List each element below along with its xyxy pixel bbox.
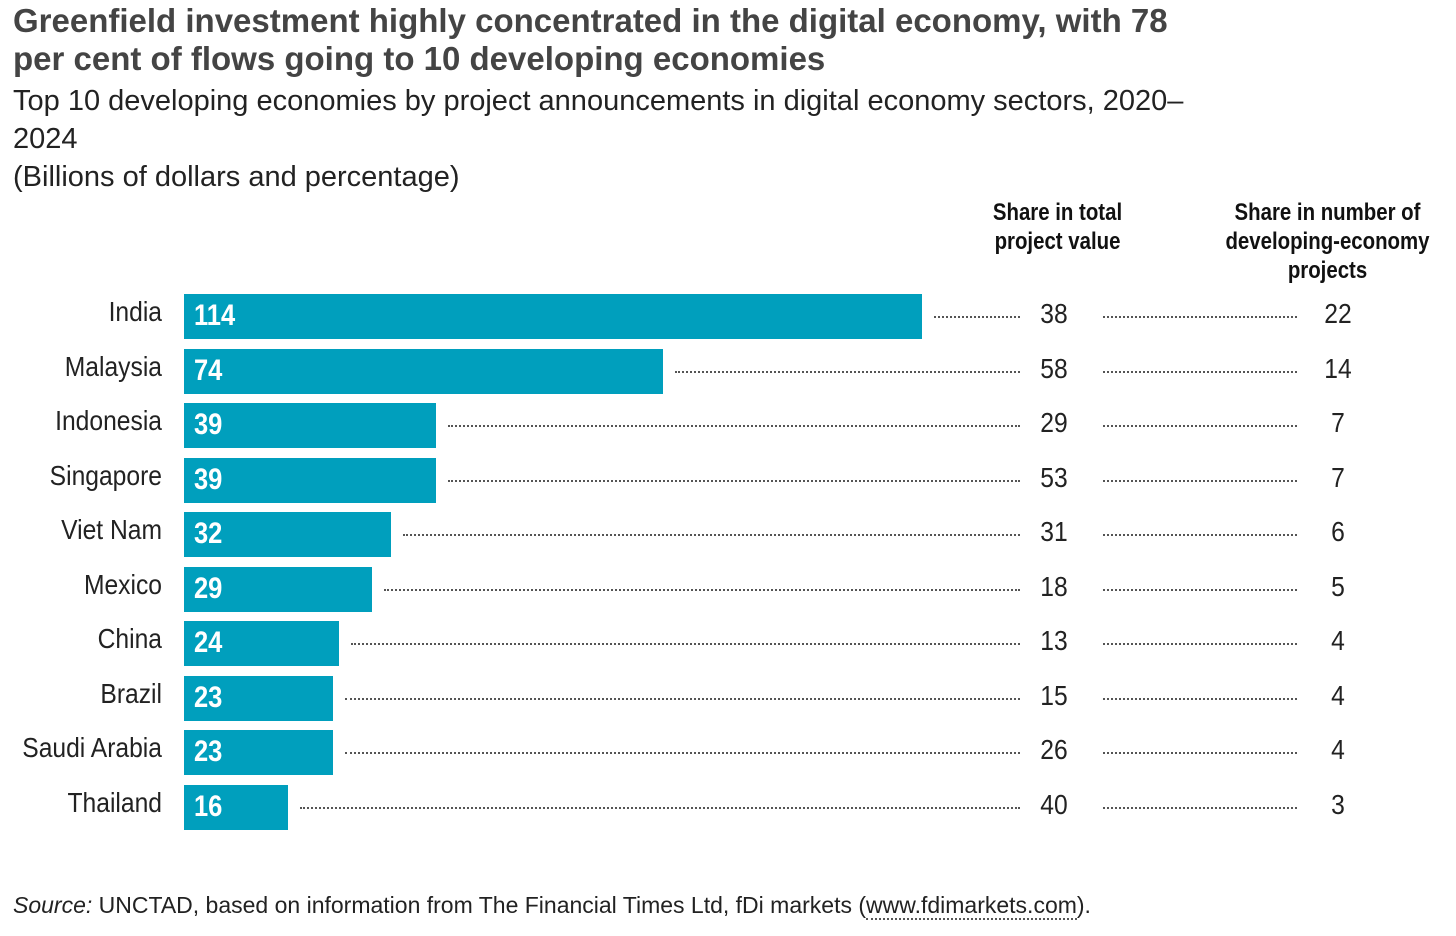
- project-share-label: 22: [1324, 298, 1352, 329]
- leader-dots: [675, 370, 1020, 373]
- bar-value-label: 39: [194, 408, 223, 441]
- column-header-project-share: Share in number of developing-economy pr…: [1225, 199, 1430, 284]
- value-share-label: 53: [1040, 461, 1068, 493]
- bar: [184, 348, 664, 394]
- bar-value-label: 24: [194, 626, 223, 659]
- chart-title: Greenfield investment highly concentrate…: [13, 2, 1168, 77]
- bar-value-label: 32: [194, 517, 223, 550]
- leader-dots: [344, 752, 1020, 754]
- bar-value-label: 29: [194, 571, 223, 605]
- category-label: Thailand: [67, 786, 162, 818]
- value-share-label: 38: [1040, 298, 1068, 329]
- category-label: India: [108, 296, 162, 327]
- source-label: Source:: [13, 892, 93, 918]
- project-share-label: 14: [1324, 352, 1352, 384]
- category-label: Brazil: [100, 677, 162, 709]
- project-share-label: 4: [1331, 734, 1345, 765]
- leader-dots: [1103, 643, 1297, 645]
- leader-dots: [351, 643, 1020, 645]
- bar-value-label: 23: [194, 680, 223, 714]
- leader-dots: [1103, 697, 1297, 700]
- category-label: China: [97, 623, 162, 654]
- leader-dots: [299, 806, 1020, 809]
- value-share-label: 26: [1040, 734, 1068, 765]
- project-share-label: 7: [1331, 407, 1345, 438]
- source-text: UNCTAD, based on information from The Fi…: [92, 892, 867, 918]
- category-label: Viet Nam: [61, 514, 163, 545]
- category-label: Malaysia: [64, 350, 162, 382]
- category-label: Saudi Arabia: [22, 732, 163, 763]
- value-share-label: 58: [1040, 352, 1068, 384]
- project-share-label: 5: [1331, 570, 1345, 602]
- leader-dots: [1103, 316, 1297, 318]
- bar: [184, 566, 372, 612]
- leader-dots: [934, 316, 1020, 318]
- leader-dots: [1103, 806, 1297, 809]
- bar-value-label: 16: [194, 789, 223, 823]
- source-note: Source: UNCTAD, based on information fro…: [13, 892, 1091, 920]
- project-share-label: 3: [1331, 788, 1345, 820]
- leader-dots: [344, 697, 1020, 700]
- column-header-value-share: Share in total project value: [992, 199, 1123, 255]
- bar: [184, 403, 437, 448]
- category-label: Singapore: [49, 459, 162, 491]
- project-share-label: 4: [1331, 679, 1345, 711]
- category-label: Mexico: [83, 568, 162, 600]
- units-text: (Billions of dollars and percentage): [13, 161, 460, 193]
- bar: [184, 621, 340, 666]
- bar: [184, 675, 333, 721]
- leader-dots: [1103, 752, 1297, 754]
- source-link[interactable]: www.fdimarkets.com: [866, 892, 1077, 920]
- subtitle-text: Top 10 developing economies by project a…: [13, 85, 1184, 155]
- leader-dots: [1103, 370, 1297, 373]
- bar-value-label: 114: [194, 299, 236, 332]
- leader-dots: [383, 588, 1020, 591]
- leader-dots: [448, 425, 1020, 427]
- value-share-label: 29: [1040, 407, 1068, 438]
- bar-value-label: 39: [194, 462, 223, 496]
- bar: [184, 457, 437, 503]
- leader-dots: [1103, 425, 1297, 427]
- bar: [184, 730, 333, 775]
- project-share-label: 4: [1331, 625, 1345, 656]
- bar-value-label: 74: [194, 353, 223, 387]
- value-share-label: 18: [1040, 570, 1068, 602]
- value-share-label: 31: [1040, 516, 1068, 547]
- leader-dots: [1103, 534, 1297, 536]
- leader-dots: [448, 479, 1020, 482]
- project-share-label: 7: [1331, 461, 1345, 493]
- bar: [184, 512, 392, 557]
- leader-dots: [1103, 479, 1297, 482]
- bar-value-label: 23: [194, 735, 223, 768]
- bar: [184, 784, 288, 830]
- leader-dots: [403, 534, 1020, 536]
- value-share-label: 40: [1040, 788, 1068, 820]
- leader-dots: [1103, 588, 1297, 591]
- value-share-label: 15: [1040, 679, 1068, 711]
- bar: [184, 294, 922, 339]
- source-end: ).: [1076, 892, 1091, 918]
- value-share-label: 13: [1040, 625, 1068, 656]
- category-label: Indonesia: [55, 405, 163, 436]
- chart-subtitle: Top 10 developing economies by project a…: [13, 82, 1213, 196]
- project-share-label: 6: [1331, 516, 1345, 547]
